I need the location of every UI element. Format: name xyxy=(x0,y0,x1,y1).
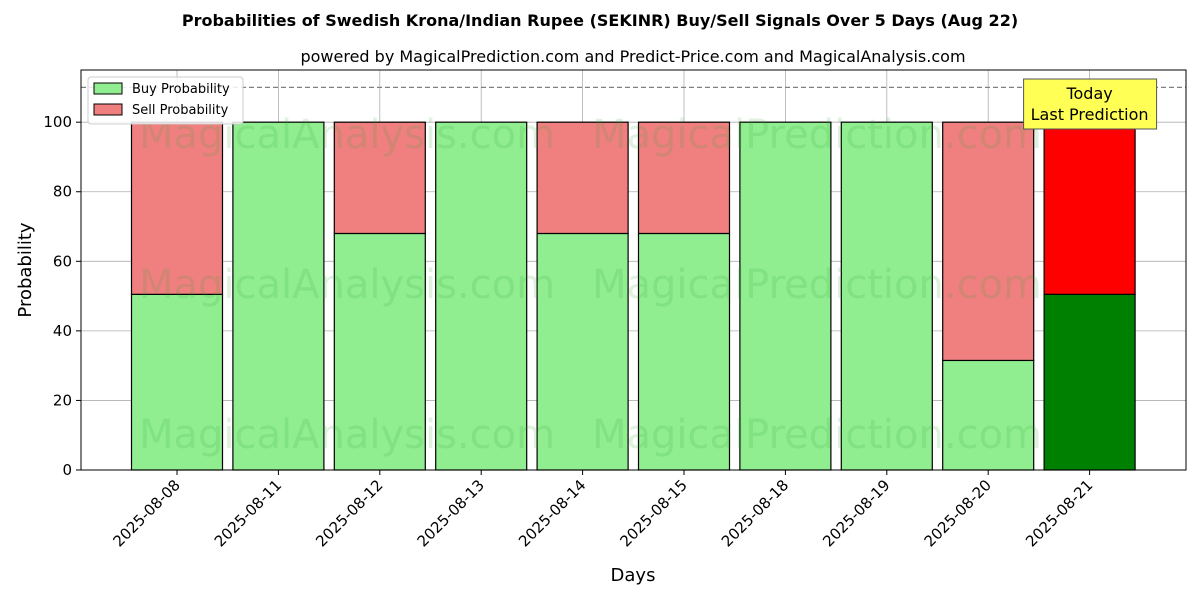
bar-buy xyxy=(942,359,1035,471)
bar-sell xyxy=(942,121,1035,362)
x-tick-label: 2025-08-15 xyxy=(616,476,690,550)
annotation-line: Today xyxy=(1065,84,1112,103)
y-tick-label: 0 xyxy=(62,461,72,479)
bar-sell xyxy=(536,121,629,235)
y-tick-label: 60 xyxy=(53,252,72,270)
y-tick-label: 20 xyxy=(53,391,72,409)
bar-buy xyxy=(840,121,933,471)
bar-buy xyxy=(536,232,629,471)
bar-sell xyxy=(1043,121,1136,295)
x-tick-label: 2025-08-19 xyxy=(819,476,893,550)
y-tick-label: 100 xyxy=(43,113,72,131)
chart-subtitle: powered by MagicalPrediction.com and Pre… xyxy=(300,47,965,66)
watermark-text: MagicalAnalysis.com xyxy=(139,412,555,458)
legend-swatch xyxy=(93,82,123,95)
plot-frame xyxy=(80,69,1187,471)
x-tick-label: 2025-08-08 xyxy=(109,476,183,550)
x-tick-label: 2025-08-14 xyxy=(515,476,589,550)
bar-sell xyxy=(637,121,731,235)
watermark-text: MagicalPrediction.com xyxy=(592,112,1042,158)
watermark-text: MagicalPrediction.com xyxy=(592,262,1042,308)
y-tick-label: 80 xyxy=(53,183,72,201)
bar-buy xyxy=(739,121,832,471)
legend-label: Buy Probability xyxy=(132,82,230,97)
bar-buy xyxy=(1043,293,1136,471)
bar-buy xyxy=(435,121,528,471)
annotation-line: Last Prediction xyxy=(1031,105,1149,124)
legend-box xyxy=(87,76,244,125)
x-tick-label: 2025-08-20 xyxy=(921,476,995,550)
x-tick-label: 2025-08-13 xyxy=(414,476,488,550)
bar-buy xyxy=(637,232,731,471)
today-annotation: Today Last Prediction xyxy=(1023,78,1158,130)
annotation-box xyxy=(1023,78,1158,130)
chart-title: Probabilities of Swedish Krona/Indian Ru… xyxy=(182,11,1018,30)
legend: Buy Probability Sell Probability xyxy=(87,76,244,125)
y-axis-label: Probability xyxy=(15,222,36,317)
x-tick-label: 2025-08-21 xyxy=(1022,476,1096,550)
legend-swatch xyxy=(93,103,123,116)
bar-sell xyxy=(130,121,224,295)
bar-buy xyxy=(333,232,426,471)
watermark-text: MagicalAnalysis.com xyxy=(139,262,555,308)
bar-buy xyxy=(130,293,224,471)
x-axis-label: Days xyxy=(611,565,656,586)
x-tick-label: 2025-08-18 xyxy=(718,476,792,550)
bar-sell xyxy=(333,121,426,235)
bars xyxy=(130,121,1136,471)
y-tick-label: 40 xyxy=(53,322,72,340)
x-tick-label: 2025-08-11 xyxy=(211,476,285,550)
watermark-text: MagicalPrediction.com xyxy=(592,412,1042,458)
x-tick-label: 2025-08-12 xyxy=(312,476,386,550)
legend-label: Sell Probability xyxy=(132,103,229,118)
watermarks: MagicalAnalysis.com MagicalPrediction.com… xyxy=(139,112,1042,458)
